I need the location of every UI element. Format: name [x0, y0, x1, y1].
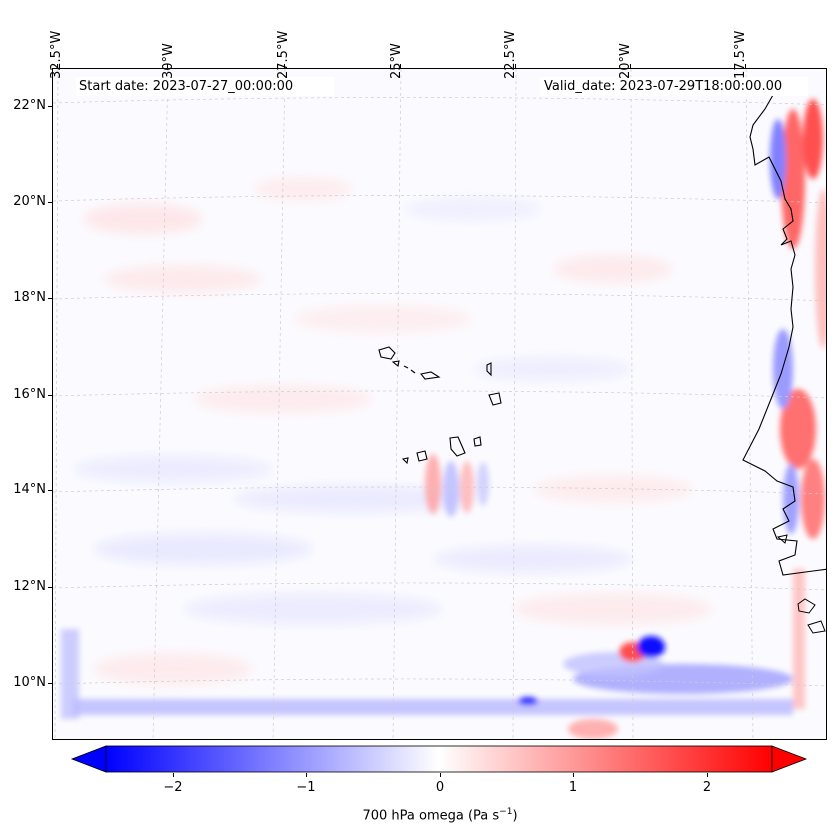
- colorbar-gradient: [105, 745, 773, 773]
- coastline-africa: [742, 94, 826, 576]
- colorbar-max-extend: [771, 745, 808, 773]
- colorbar-min-extend: [70, 745, 107, 773]
- colorbar-tick-label: 1: [568, 780, 578, 795]
- lon-tick: [515, 64, 516, 68]
- lat-label: 16°N: [13, 387, 46, 402]
- colorbar-tick-label: 0: [435, 780, 445, 795]
- lon-label: 32.5°W: [49, 30, 64, 79]
- lon-label: 27.5°W: [276, 30, 291, 79]
- colorbar-tick-label: 2: [702, 780, 712, 795]
- colorbar-title: 700 hPa omega (Pa s−1): [362, 807, 517, 823]
- graticule: [53, 69, 826, 739]
- colorbar-unit-exponent: −1: [499, 807, 513, 817]
- colorbar-unit: (Pa s: [467, 808, 500, 824]
- lat-label: 18°N: [13, 290, 46, 305]
- lon-label: 17.5°W: [733, 30, 748, 79]
- lon-tick: [57, 64, 58, 68]
- omega-field-map: [53, 69, 826, 739]
- lat-label: 20°N: [13, 194, 46, 209]
- lon-label: 25°W: [389, 43, 404, 79]
- lon-label: 30°W: [161, 43, 176, 79]
- lon-label: 20°W: [618, 43, 633, 79]
- valid-date-label: Valid_date: 2023-07-29T18:00:00.00: [540, 77, 808, 96]
- start-date-label: Start date: 2023-07-27_00:00:00: [76, 77, 334, 96]
- lat-label: 10°N: [13, 675, 46, 690]
- lon-tick: [745, 64, 746, 68]
- colorbar: [70, 745, 808, 773]
- cape-verde-islands: [378, 346, 502, 465]
- lat-label: 14°N: [13, 482, 46, 497]
- colorbar-tick-label: −1: [296, 780, 316, 795]
- lat-label: 12°N: [13, 579, 46, 594]
- colorbar-tick-label: −2: [163, 780, 183, 795]
- lon-tick: [630, 64, 631, 68]
- colorbar-variable: 700 hPa omega: [362, 808, 464, 824]
- lon-label: 22.5°W: [503, 30, 518, 79]
- lon-tick: [400, 64, 401, 68]
- map-panel: [52, 68, 827, 740]
- colorbar-unit-close: ): [512, 808, 518, 824]
- lon-tick: [167, 64, 168, 68]
- lat-label: 22°N: [13, 98, 46, 113]
- lon-tick: [284, 64, 285, 68]
